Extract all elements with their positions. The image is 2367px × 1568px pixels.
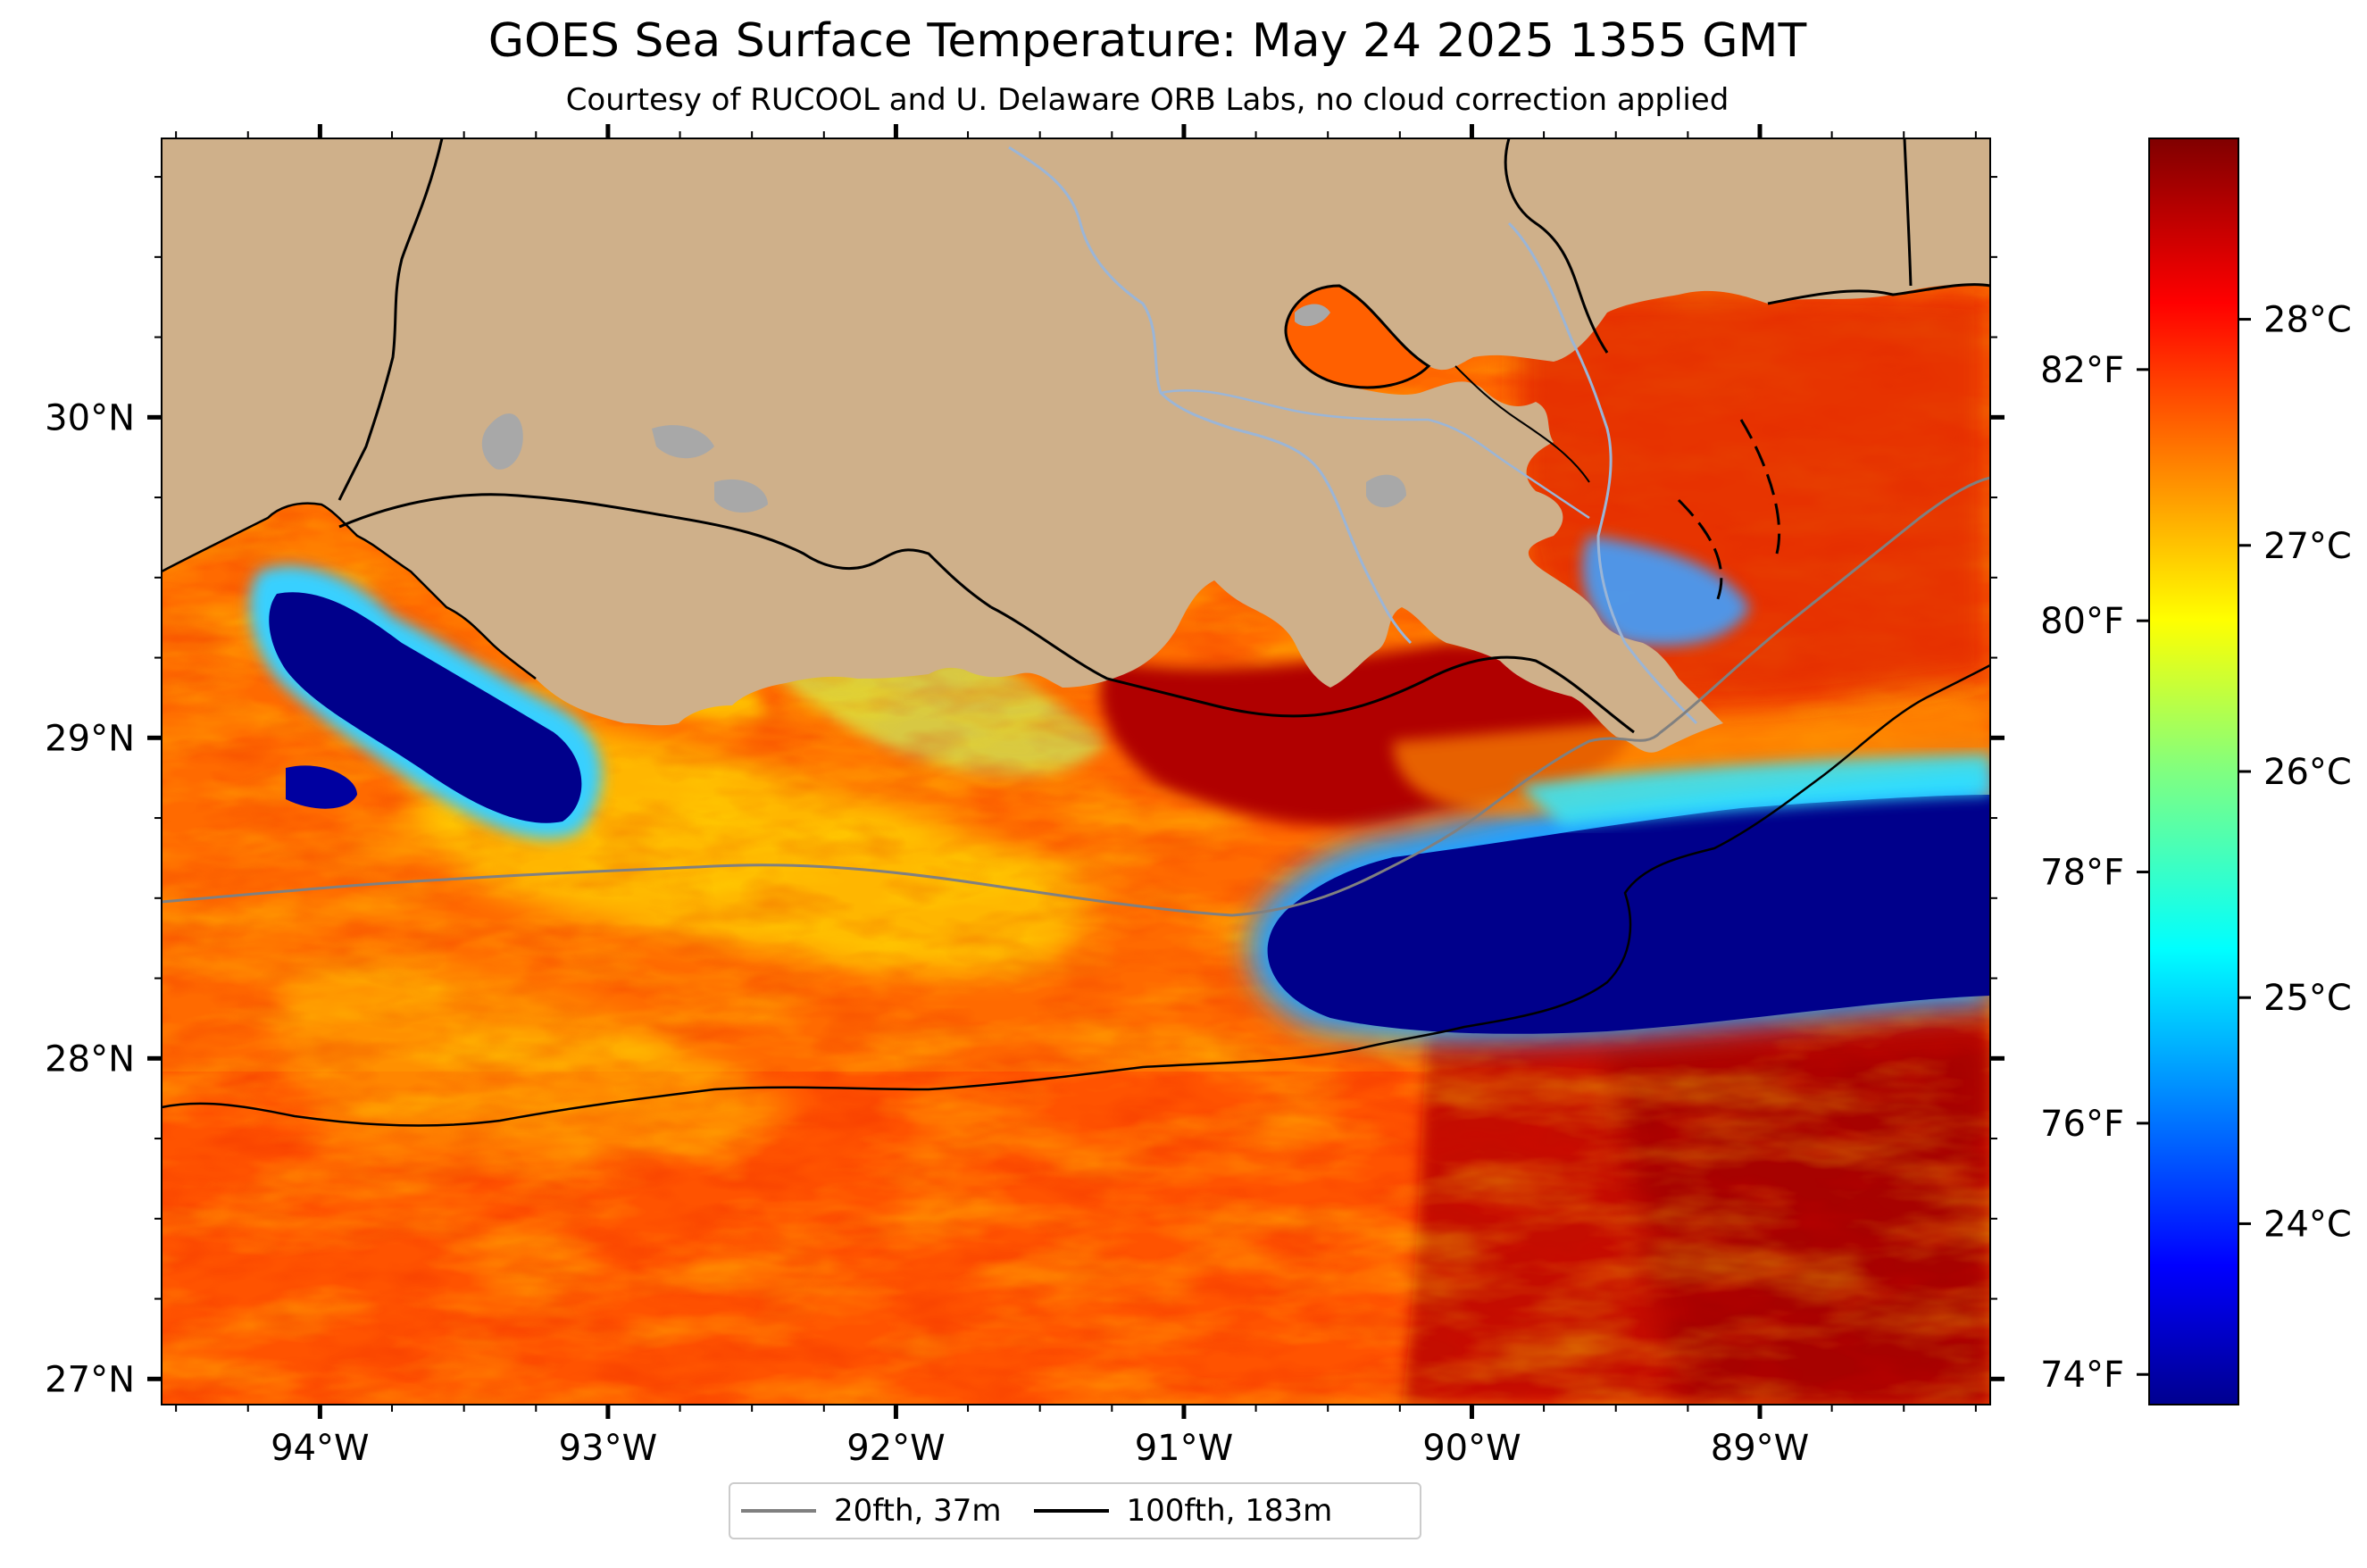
lat-tick-label: 29°N	[45, 718, 135, 759]
sst-field	[162, 138, 1990, 1405]
lat-tick-label: 27°N	[45, 1359, 135, 1400]
lon-tick-label: 92°W	[846, 1428, 945, 1469]
state-border-tx-la	[338, 138, 444, 501]
river-mississippi	[1507, 221, 1698, 725]
legend-item-20fth: 20fth, 37m	[741, 1493, 1002, 1529]
map-frame	[161, 138, 1991, 1405]
colorbar-fahrenheit-label: 82°F	[2040, 350, 2124, 391]
isobath-20fth	[162, 476, 1990, 917]
colorbar-fahrenheit-label: 80°F	[2040, 601, 2124, 642]
state-border-la-ms	[1504, 138, 1609, 354]
colorbar-celsius-label: 26°C	[2263, 752, 2352, 793]
legend-label-20fth: 20fth, 37m	[834, 1493, 1002, 1529]
colorbar-axis: 24°C 25°C 26°C 27°C 28°C 74°F 76°F 78°F 80°F 82°F	[2040, 300, 2352, 1397]
colorbar-celsius-label: 25°C	[2263, 978, 2352, 1019]
colorbar-fahrenheit-label: 78°F	[2040, 853, 2124, 894]
colorbar-fahrenheit-label: 76°F	[2040, 1104, 2124, 1145]
colorbar-celsius-label: 24°C	[2263, 1204, 2352, 1245]
lat-axis: 30°N 29°N 28°N 27°N	[45, 176, 2004, 1400]
cold-patch-sound	[1582, 536, 1750, 646]
figure-subtitle: Courtesy of RUCOOL and U. Delaware ORB L…	[565, 82, 1729, 118]
lake-maurepas	[1295, 304, 1330, 327]
cold-patch-west	[269, 592, 582, 823]
legend-label-100fth: 100fth, 183m	[1126, 1493, 1333, 1529]
lon-tick-label: 93°W	[559, 1428, 657, 1469]
lat-tick-label: 28°N	[45, 1038, 135, 1080]
land-louisiana	[162, 138, 1990, 753]
lon-tick-label: 94°W	[271, 1428, 369, 1469]
river-atchafalaya	[1008, 146, 1413, 645]
legend-swatch-gray	[741, 1509, 816, 1513]
figure-title: GOES Sea Surface Temperature: May 24 202…	[488, 14, 1807, 68]
legend-item-100fth: 100fth, 183m	[1033, 1493, 1333, 1529]
colorbar-fahrenheit-label: 74°F	[2040, 1355, 2124, 1396]
lon-axis: 94°W 93°W 92°W 91°W 90°W 89°W	[175, 124, 1977, 1469]
lon-tick-label: 90°W	[1422, 1428, 1521, 1469]
legend-swatch-black	[1033, 1509, 1109, 1513]
isobath-100fth	[162, 663, 1990, 1127]
isobath-legend: 20fth, 37m 100fth, 183m	[729, 1482, 1421, 1539]
colorbar	[2148, 138, 2239, 1405]
lon-tick-label: 89°W	[1711, 1428, 1809, 1469]
lake-calcasieu	[481, 413, 523, 470]
colorbar-celsius-label: 27°C	[2263, 526, 2352, 567]
lat-tick-label: 30°N	[45, 397, 135, 438]
colorbar-celsius-label: 28°C	[2263, 300, 2352, 341]
lon-tick-label: 91°W	[1135, 1428, 1233, 1469]
state-border-ms-al	[1903, 138, 1913, 287]
